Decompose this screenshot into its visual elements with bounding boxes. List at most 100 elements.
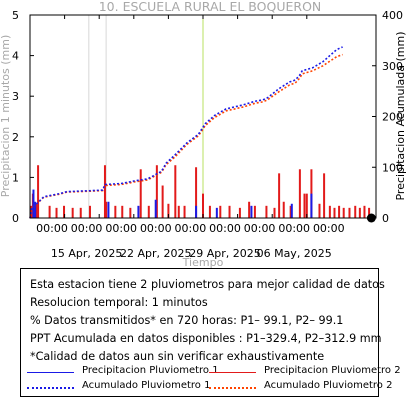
p2-precip-bar [354, 205, 357, 218]
info-line-4: PPT Acumulada en datos disponibles : P1–… [30, 332, 382, 345]
legend-p1-acc: Acumulado Pluviometro 1 [82, 380, 211, 391]
p1-precip-bar [310, 193, 313, 218]
legend-swatch-p1-acc [27, 387, 74, 389]
p2-precip-bar [105, 201, 108, 218]
p2-precip-bar [202, 193, 204, 218]
p2-precip-bar [253, 205, 256, 218]
x-tick-time: 00:00 [71, 222, 103, 235]
right-tick-label: 400 [382, 9, 403, 22]
legend-p2-acc: Acumulado Pluviometro 2 [264, 380, 393, 391]
info-line-5: *Calidad de datos aun sin verificar exha… [30, 350, 325, 363]
p2-precip-bar [265, 205, 268, 218]
p2-precip-bar [174, 165, 177, 218]
p1-precip-bar [32, 189, 35, 218]
p2-precip-bar [71, 207, 74, 218]
right-axis-ticks: 0 100 200 300 400 [372, 9, 403, 225]
x-tick-time: 00:00 [278, 222, 310, 235]
p2-precip-bar [103, 165, 106, 218]
x-tick-date: 29 Apr, 2025 [189, 247, 261, 260]
p2-precip-bar [129, 207, 132, 218]
p2-precip-bar [30, 205, 33, 218]
p2-precip-bar [219, 205, 222, 218]
x-tick-date: 06 May, 2025 [257, 247, 332, 260]
p2-precip-bar [55, 207, 58, 218]
p2-precip-bar [305, 193, 308, 218]
p2-precip-bar [323, 173, 326, 218]
p2-precip-bar [183, 205, 186, 218]
x-tick-date: 22 Apr, 2025 [120, 247, 192, 260]
p2-precip-bars [30, 165, 371, 218]
left-tick-label: 5 [12, 9, 19, 22]
x-tick-time: 00:00 [244, 222, 276, 235]
p2-precip-bar [318, 203, 321, 218]
right-tick-label: 100 [382, 161, 403, 174]
p1-precip-bar [195, 205, 198, 218]
p2-precip-bar [363, 205, 366, 218]
p2-precip-bar [228, 205, 231, 218]
p2-precip-bar [282, 201, 285, 218]
p2-precip-bar [248, 201, 251, 218]
left-tick-label: 3 [12, 90, 19, 103]
info-line-3: % Datos transmitidos* en 720 horas: P1– … [30, 314, 344, 327]
y-right-axis-label: Precipitacion Acumulada (mm) [394, 31, 407, 200]
p2-precip-bar [161, 185, 164, 218]
left-tick-label: 2 [12, 131, 19, 144]
x-tick-time: 00:00 [140, 222, 172, 235]
p2-precip-bar [48, 205, 51, 218]
p2-precip-bar [79, 207, 82, 218]
p2-precip-bar [121, 205, 124, 218]
rain-chart: 10. ESCUELA RURAL EL BOQUERON 0 1 2 3 4 5 0 10… [0, 0, 407, 268]
p2-precip-bar [147, 205, 150, 218]
p2-precip-bar [177, 205, 180, 218]
p1-precip-bar [107, 201, 110, 218]
p2-precip-bar [37, 165, 40, 218]
p1-precip-bar [290, 203, 293, 218]
legend-swatch-p2-acc [209, 387, 256, 389]
p2-precip-bar [298, 169, 301, 218]
left-tick-label: 4 [12, 50, 19, 63]
p2-precip-bar [278, 173, 281, 218]
p2-precip-bar [195, 167, 198, 218]
p2-precip-bar [208, 205, 211, 218]
p1-precip-bars [32, 189, 313, 218]
p1-precip-bar [154, 199, 157, 218]
left-tick-label: 0 [12, 212, 19, 225]
x-axis-label: Tiempo [182, 256, 224, 268]
legend-p2-prec: Precipitacion Pluviometro 2 [264, 365, 401, 376]
p2-accumulated-line [29, 53, 343, 219]
info-box: Esta estacion tiene 2 pluviometros para … [20, 268, 401, 397]
p2-precip-bar [342, 207, 345, 218]
p2-precip-bar [273, 207, 276, 218]
x-tick-time: 00:00 [36, 222, 68, 235]
p2-precip-bar [63, 205, 66, 218]
x-tick-date: 15 Apr, 2025 [51, 247, 123, 260]
p2-precip-bar [114, 205, 117, 218]
p2-precip-bar [368, 207, 371, 218]
p1-accumulated-line [29, 46, 343, 219]
p2-precip-bar [35, 203, 38, 218]
p2-precip-bar [338, 205, 341, 218]
p2-precip-bar [328, 205, 331, 218]
legend-p1-prec: Precipitacion Pluviometro 1 [82, 365, 219, 376]
p2-precip-bar [358, 207, 361, 218]
p1-precip-bar [137, 205, 140, 218]
legend-swatch-p1-prec [27, 372, 74, 373]
p1-precip-bar [215, 207, 218, 218]
p2-precip-bar [155, 165, 158, 218]
p2-precip-bar [139, 169, 142, 218]
p2-precip-bar [303, 193, 306, 218]
info-line-2: Resolucion temporal: 1 minutos [30, 296, 208, 309]
p2-precip-bar [333, 207, 336, 218]
x-tick-time: 00:00 [313, 222, 345, 235]
right-tick-label: 300 [382, 60, 403, 73]
x-tick-time: 00:00 [105, 222, 137, 235]
p2-precip-bar [289, 205, 292, 218]
x-tick-time: 00:00 [175, 222, 207, 235]
chart-title: 10. ESCUELA RURAL EL BOQUERON [99, 0, 322, 14]
p2-precip-bar [167, 203, 170, 218]
left-tick-label: 1 [12, 171, 19, 184]
p1-precip-bar [34, 201, 37, 218]
right-tick-label: 0 [382, 212, 389, 225]
y-left-axis-label: Precipitacion 1 minutos (mm) [0, 35, 12, 197]
